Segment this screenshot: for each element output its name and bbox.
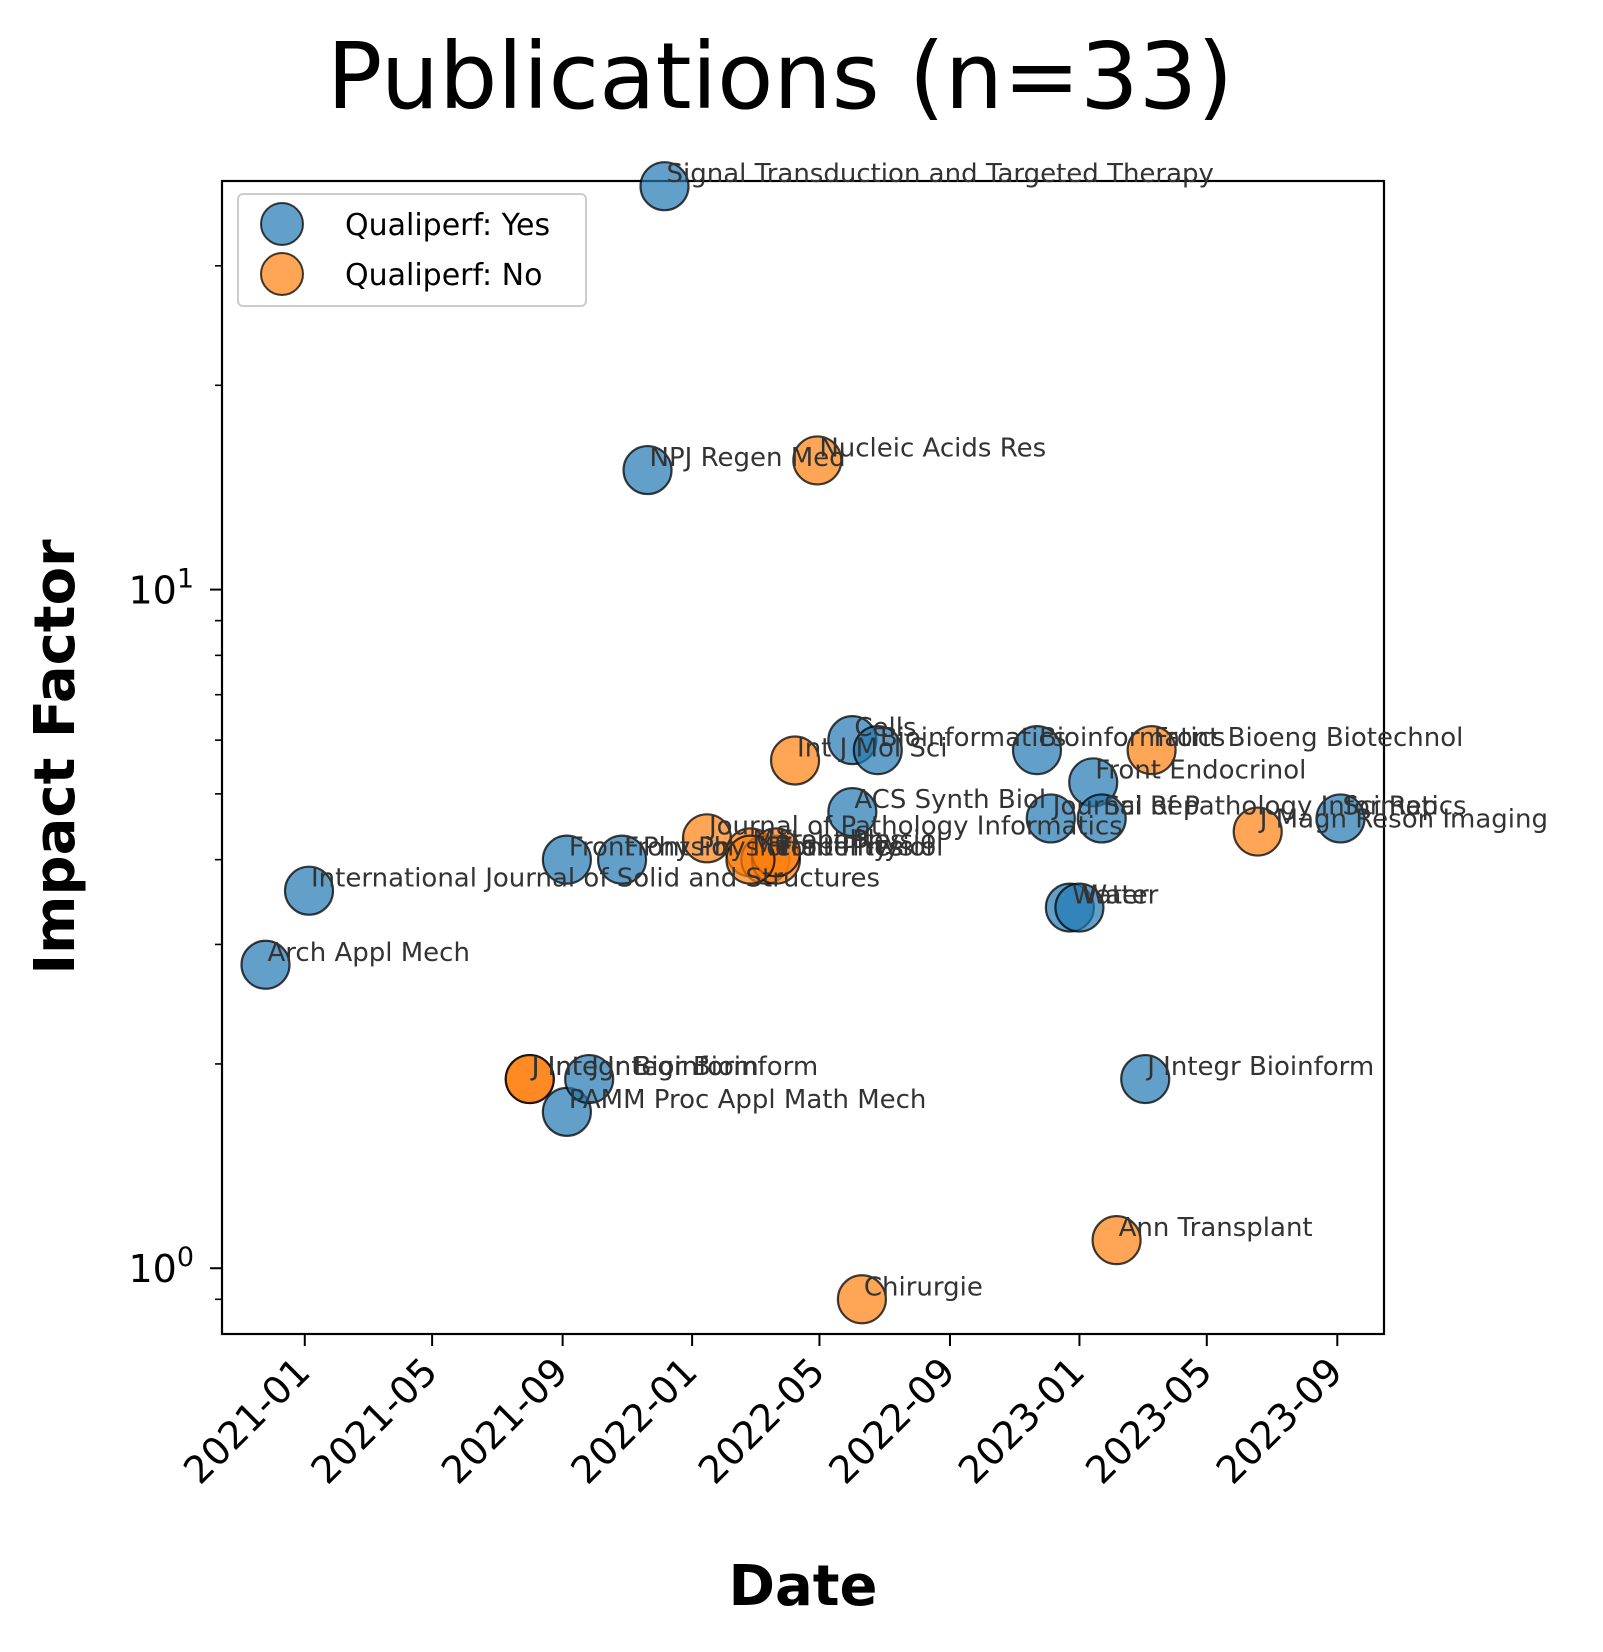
point-label: Metabolites bbox=[752, 825, 903, 855]
point-label: Sci Rep bbox=[1342, 791, 1438, 821]
data-point bbox=[504, 1053, 555, 1105]
data-point bbox=[1011, 725, 1063, 776]
y-tick-label: 100 bbox=[128, 1242, 194, 1291]
point-label: Metabolites bbox=[752, 833, 903, 863]
x-tick-label: 2022-05 bbox=[690, 1349, 833, 1492]
legend-frame bbox=[237, 193, 587, 307]
point-label: Front Endocrinol bbox=[1095, 755, 1306, 785]
point-label: Sci Rep bbox=[1104, 791, 1200, 821]
point-label: Bioinformatics bbox=[880, 723, 1066, 753]
point-label: Signal Transduction and Targeted Therapy bbox=[667, 159, 1214, 189]
data-point bbox=[639, 161, 690, 212]
point-label: Front Physiol bbox=[624, 833, 789, 863]
data-point bbox=[622, 444, 673, 496]
x-tick-label: 2021-01 bbox=[175, 1349, 318, 1492]
x-tick-label: 2021-09 bbox=[433, 1349, 576, 1492]
point-label: J Magn Reson Imaging bbox=[1258, 805, 1548, 835]
legend: Qualiperf: Yes Qualiperf: No bbox=[237, 193, 587, 307]
data-point bbox=[1315, 793, 1366, 844]
data-point bbox=[836, 1274, 887, 1325]
plot-frame bbox=[220, 179, 1386, 1336]
point-label: PAMM Proc Appl Math Mech bbox=[569, 1085, 927, 1115]
point-label: Journal of Pathology Informatics bbox=[707, 811, 1123, 841]
data-point bbox=[852, 725, 903, 776]
legend-label-no: Qualiperf: No bbox=[345, 258, 542, 293]
legend-label-yes: Qualiperf: Yes bbox=[345, 208, 550, 243]
x-tick-label: 2022-09 bbox=[820, 1349, 963, 1492]
point-label: Front Bioeng Biotechnol bbox=[1154, 723, 1464, 753]
x-tick-label: 2022-01 bbox=[562, 1349, 705, 1492]
data-point bbox=[541, 834, 592, 885]
x-tick-label: 2023-05 bbox=[1077, 1349, 1220, 1492]
point-label: Arch Appl Mech bbox=[268, 938, 470, 968]
y-axis: 100 101 bbox=[128, 264, 222, 1301]
data-point bbox=[792, 435, 843, 486]
y-tick-label: 101 bbox=[128, 564, 194, 613]
x-tick-label: 2023-09 bbox=[1208, 1349, 1351, 1492]
point-label: Journal of Pathology Informatics bbox=[1051, 791, 1467, 821]
data-point bbox=[283, 865, 335, 916]
data-point bbox=[1232, 806, 1283, 857]
point-label: Chirurgie bbox=[864, 1272, 983, 1302]
data-point bbox=[769, 735, 821, 786]
data-point bbox=[1120, 1053, 1171, 1105]
point-label: NPJ Regen Med bbox=[650, 443, 846, 473]
data-point bbox=[1054, 882, 1105, 933]
y-axis-label: Impact Factor bbox=[23, 539, 88, 975]
point-label: Nucleic Acids Res bbox=[819, 433, 1046, 463]
point-label: Front Physiol bbox=[767, 833, 932, 863]
point-label: ACS Synth Biol bbox=[854, 785, 1046, 815]
data-point bbox=[725, 834, 776, 885]
point-label: Water bbox=[1072, 881, 1149, 911]
data-point bbox=[596, 834, 648, 885]
legend-marker-yes bbox=[260, 202, 304, 246]
point-labels-layer: Arch Appl Mech International Journal of S… bbox=[268, 159, 1548, 1302]
x-tick-label: 2023-01 bbox=[950, 1349, 1093, 1492]
point-label: International Journal of Solid and Struc… bbox=[311, 864, 880, 894]
points-layer bbox=[240, 161, 1366, 1325]
data-point bbox=[1126, 725, 1177, 776]
point-label: Front Physiol bbox=[778, 833, 943, 863]
chart-title: Publications (n=33) bbox=[327, 23, 1233, 130]
point-label: J Integr Bioinform bbox=[530, 1052, 759, 1082]
point-label: Int J Mol Sci bbox=[797, 733, 947, 763]
point-label: Water bbox=[1081, 881, 1158, 911]
point-label: Front Physiol bbox=[778, 825, 943, 855]
data-point bbox=[827, 787, 878, 838]
point-label: J Integr Bioinform bbox=[589, 1052, 818, 1082]
x-axis-label: Date bbox=[728, 1554, 877, 1619]
point-label: Bioinformatics bbox=[1039, 723, 1225, 753]
point-label: J Integr Bioinform bbox=[1145, 1052, 1374, 1082]
x-tick-label: 2021-05 bbox=[303, 1349, 446, 1492]
point-label: Front Physiol bbox=[569, 833, 734, 863]
data-point bbox=[564, 1053, 615, 1105]
point-label: J Integr Bioinform bbox=[530, 1052, 759, 1082]
data-point bbox=[1025, 793, 1076, 844]
data-point bbox=[1076, 793, 1127, 844]
legend-marker-no bbox=[260, 252, 304, 296]
data-point bbox=[240, 939, 291, 990]
data-point bbox=[1091, 1215, 1142, 1266]
point-label: Cells bbox=[854, 713, 916, 743]
point-label: Ann Transplant bbox=[1119, 1213, 1313, 1243]
x-axis: 2021-012021-052021-092022-012022-052022-… bbox=[175, 1334, 1351, 1493]
